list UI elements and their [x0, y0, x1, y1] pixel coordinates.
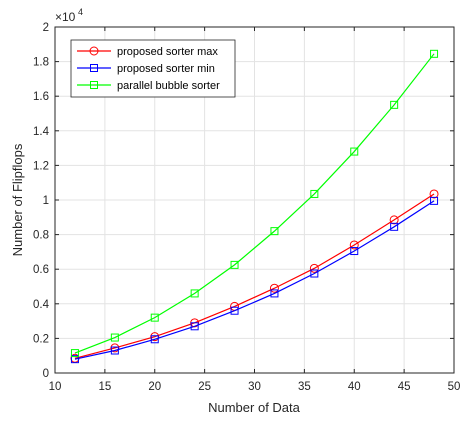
legend-label: parallel bubble sorter	[117, 80, 220, 92]
x-tick-label: 10	[49, 381, 62, 393]
data-point-proposed-sorter-min	[310, 269, 319, 278]
y-tick-label: 0.6	[33, 264, 49, 276]
series-group	[70, 49, 439, 364]
y-tick-label: 1	[43, 195, 49, 207]
data-point-proposed-sorter-min	[350, 247, 359, 256]
series-line-proposed-sorter-max	[74, 193, 435, 359]
legend-marker	[89, 46, 99, 56]
y-exponent-power: 4	[78, 7, 83, 17]
data-point-proposed-sorter-min	[190, 322, 199, 331]
data-point-proposed-sorter-max	[429, 189, 439, 199]
y-tick-label: 1.8	[33, 57, 49, 69]
y-tick-label: 0.8	[33, 230, 49, 242]
y-tick-label: 0.2	[33, 333, 49, 345]
x-tick-label: 45	[398, 381, 411, 393]
y-exponent-base: ×10	[55, 10, 76, 24]
data-point-parallel-bubble-sorter	[230, 260, 239, 269]
series-parallel-bubble-sorter	[70, 49, 439, 358]
legend-items: proposed sorter max proposed sorter min pa…	[77, 46, 220, 92]
data-point-proposed-sorter-min	[110, 346, 119, 355]
y-tick-label: 2	[43, 22, 49, 34]
data-point-proposed-sorter-min	[70, 355, 79, 364]
legend-label: proposed sorter min	[117, 63, 215, 75]
y-tick-label: 0	[43, 368, 49, 380]
x-tick-label: 15	[98, 381, 111, 393]
legend-item: proposed sorter max	[77, 46, 218, 58]
grid-lines	[54, 26, 455, 374]
data-point-proposed-sorter-max	[269, 283, 279, 293]
x-tick-label: 30	[248, 381, 261, 393]
data-point-parallel-bubble-sorter	[390, 100, 399, 109]
series-proposed-sorter-min	[70, 196, 439, 364]
y-tick-label: 0.4	[33, 299, 50, 311]
y-axis-title: Number of Flipflops	[10, 143, 25, 256]
y-tick-label: 1.4	[33, 126, 50, 138]
x-tick-label: 50	[448, 381, 461, 393]
legend: proposed sorter max proposed sorter min pa…	[70, 39, 236, 98]
data-point-proposed-sorter-max	[389, 215, 399, 225]
legend-marker	[90, 81, 98, 89]
data-point-parallel-bubble-sorter	[190, 289, 199, 298]
data-point-proposed-sorter-max	[309, 263, 319, 273]
data-point-proposed-sorter-min	[230, 306, 239, 315]
y-axis-ticks: 0 0.2 0.4 0.6 0.8 1 1.2 1.4 1.6 1.8 2	[33, 22, 454, 380]
x-tick-label: 25	[198, 381, 211, 393]
x-tick-label: 20	[148, 381, 161, 393]
data-point-parallel-bubble-sorter	[310, 189, 319, 198]
legend-marker	[90, 64, 98, 72]
x-axis-ticks: 10 15 20 25 30 35 40 45 50	[49, 27, 461, 393]
data-point-parallel-bubble-sorter	[110, 333, 119, 342]
legend-item: proposed sorter min	[77, 63, 215, 75]
series-line-parallel-bubble-sorter	[74, 53, 435, 354]
y-exponent-label: ×10 4	[55, 7, 83, 24]
data-point-proposed-sorter-max	[349, 240, 359, 250]
data-point-parallel-bubble-sorter	[430, 49, 439, 58]
legend-item: parallel bubble sorter	[77, 80, 220, 92]
x-tick-label: 35	[298, 381, 311, 393]
data-point-parallel-bubble-sorter	[70, 349, 79, 358]
data-point-parallel-bubble-sorter	[270, 227, 279, 236]
data-point-proposed-sorter-min	[150, 335, 159, 344]
x-axis-title: Number of Data	[208, 400, 301, 415]
data-point-proposed-sorter-min	[390, 222, 399, 231]
data-point-parallel-bubble-sorter	[350, 147, 359, 156]
data-point-proposed-sorter-min	[270, 289, 279, 298]
y-tick-label: 1.2	[33, 160, 49, 172]
x-tick-label: 40	[348, 381, 361, 393]
data-point-parallel-bubble-sorter	[150, 313, 159, 322]
data-point-proposed-sorter-min	[430, 196, 439, 205]
legend-label: proposed sorter max	[117, 46, 218, 58]
y-tick-label: 1.6	[33, 91, 49, 103]
series-line-proposed-sorter-min	[74, 200, 435, 360]
